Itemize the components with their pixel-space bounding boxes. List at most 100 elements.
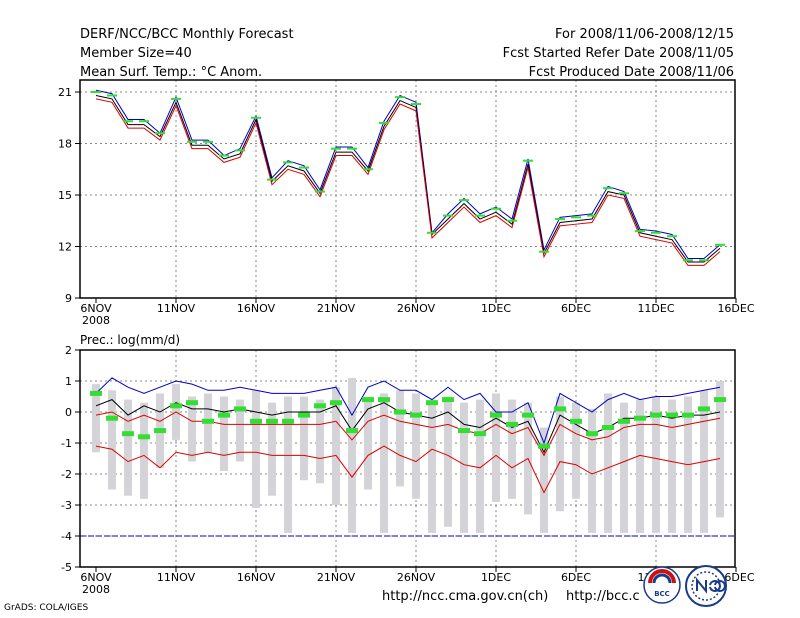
prec-series-upper bbox=[95, 377, 721, 445]
prec-x-tick-label: 6DEC bbox=[561, 571, 591, 584]
temp-x-tick-label: 6DEC bbox=[561, 302, 591, 315]
temp-forecast-marker bbox=[443, 214, 453, 217]
temp-forecast-marker bbox=[619, 192, 629, 195]
temp-x-tick-label: 6NOV bbox=[80, 302, 112, 315]
temp-series-upper bbox=[95, 89, 721, 260]
forecast-period: For 2008/11/06-2008/12/15 bbox=[555, 27, 734, 42]
prec-range-bar bbox=[332, 387, 340, 505]
prec-forecast-marker bbox=[202, 418, 214, 424]
prec-forecast-marker bbox=[522, 412, 534, 418]
prec-forecast-marker bbox=[554, 406, 566, 412]
prec-x-tick-label: 21NOV bbox=[317, 571, 356, 584]
prec-range-bar bbox=[108, 390, 116, 490]
prec-forecast-marker bbox=[90, 390, 102, 396]
prec-range-bar bbox=[300, 396, 308, 481]
prec-series-mean bbox=[95, 399, 721, 454]
prec-forecast-marker bbox=[634, 415, 646, 421]
prec-forecast-marker bbox=[698, 406, 710, 412]
temp-x-year-label: 2008 bbox=[82, 314, 110, 327]
temp-forecast-marker bbox=[411, 103, 421, 106]
temp-x-tick-label: 21NOV bbox=[317, 302, 356, 315]
prec-range-bar bbox=[380, 393, 388, 533]
prec-forecast-marker bbox=[666, 412, 678, 418]
prec-range-bar bbox=[220, 396, 228, 471]
temp-forecast-marker bbox=[571, 216, 581, 219]
temp-forecast-marker bbox=[347, 147, 357, 150]
prec-range-bar bbox=[540, 427, 548, 533]
temp-forecast-marker bbox=[251, 116, 261, 119]
temp-x-tick-label: 16DEC bbox=[717, 302, 754, 315]
prec-x-tick-label: 16NOV bbox=[237, 571, 276, 584]
prec-panel-title: Prec.: log(mm/d) bbox=[80, 333, 180, 347]
prec-range-bar bbox=[508, 399, 516, 499]
prec-range-bar bbox=[364, 399, 372, 490]
prec-forecast-marker bbox=[586, 431, 598, 437]
prec-y-tick-label: 1 bbox=[65, 375, 72, 388]
prec-forecast-marker bbox=[378, 397, 390, 403]
temp-y-tick-label: 9 bbox=[65, 292, 72, 305]
prec-forecast-marker bbox=[650, 412, 662, 418]
prec-forecast-marker bbox=[410, 412, 422, 418]
prec-range-bar bbox=[620, 402, 628, 533]
temp-forecast-marker bbox=[539, 250, 549, 253]
prec-range-bar bbox=[668, 399, 676, 533]
prec-y-tick-label: 2 bbox=[65, 344, 72, 357]
prec-range-bar bbox=[188, 396, 196, 462]
grads-credit: GrADS: COLA/IGES bbox=[4, 603, 89, 613]
prec-x-tick-label: 11NOV bbox=[157, 571, 196, 584]
temp-y-tick-label: 15 bbox=[58, 189, 72, 202]
temp-forecast-marker bbox=[475, 214, 485, 217]
prec-x-tick-label: 6NOV bbox=[80, 571, 112, 584]
prec-y-tick-label: -1 bbox=[61, 437, 72, 450]
temp-forecast-marker bbox=[203, 140, 213, 143]
prec-forecast-marker bbox=[154, 428, 166, 434]
temp-forecast-marker bbox=[283, 161, 293, 164]
prec-range-bar bbox=[348, 377, 356, 533]
prec-y-tick-label: -5 bbox=[61, 561, 72, 574]
started-date: Fcst Started Refer Date 2008/11/05 bbox=[502, 46, 734, 61]
prec-forecast-marker bbox=[330, 400, 342, 406]
prec-forecast-marker bbox=[474, 431, 486, 437]
prec-range-bar bbox=[92, 384, 100, 453]
temp-series-mean bbox=[95, 94, 721, 263]
footer-url-ch[interactable]: http://ncc.cma.gov.cn(ch) bbox=[382, 589, 549, 604]
prec-range-bar bbox=[444, 396, 452, 527]
temp-forecast-marker bbox=[155, 132, 165, 135]
prec-y-tick-label: 0 bbox=[65, 406, 72, 419]
temp-forecast-marker bbox=[139, 120, 149, 123]
prec-forecast-marker bbox=[234, 406, 246, 412]
temp-forecast-marker bbox=[683, 259, 693, 262]
temp-forecast-marker bbox=[315, 190, 325, 193]
prec-forecast-marker bbox=[618, 418, 630, 424]
prec-forecast-marker bbox=[186, 400, 198, 406]
temp-forecast-marker bbox=[395, 96, 405, 99]
temp-forecast-marker bbox=[107, 94, 117, 97]
produced-date: Fcst Produced Date 2008/11/06 bbox=[528, 65, 734, 80]
prec-x-year-label: 2008 bbox=[82, 583, 110, 596]
temp-forecast-marker bbox=[379, 121, 389, 124]
prec-forecast-marker bbox=[442, 397, 454, 403]
prec-range-bar bbox=[268, 402, 276, 496]
prec-range-bar bbox=[236, 399, 244, 462]
prec-forecast-marker bbox=[570, 418, 582, 424]
header-left: DERF/NCC/BCC Monthly Forecast Member Siz… bbox=[80, 25, 294, 82]
temp-y-tick-label: 18 bbox=[58, 138, 72, 151]
bcc-logo-text: BCC bbox=[654, 590, 670, 598]
prec-y-tick-label: -2 bbox=[61, 468, 72, 481]
temp-forecast-marker bbox=[667, 235, 677, 238]
prec-forecast-marker bbox=[538, 443, 550, 449]
prec-forecast-marker bbox=[714, 397, 726, 403]
temp-forecast-marker bbox=[651, 231, 661, 234]
prec-forecast-marker bbox=[314, 403, 326, 409]
prec-range-bar bbox=[396, 390, 404, 487]
member-size: Member Size=40 bbox=[80, 46, 192, 61]
prec-forecast-marker bbox=[138, 434, 150, 440]
temp-forecast-marker bbox=[123, 120, 133, 123]
prec-y-tick-label: -3 bbox=[61, 499, 72, 512]
ncc-logo-icon bbox=[685, 565, 727, 607]
prec-forecast-marker bbox=[106, 415, 118, 421]
prec-plot-frame bbox=[79, 349, 736, 568]
prec-range-bar bbox=[652, 396, 660, 533]
footer-url-en[interactable]: http://bcc.c bbox=[566, 589, 640, 604]
prec-range-bar bbox=[588, 408, 596, 533]
